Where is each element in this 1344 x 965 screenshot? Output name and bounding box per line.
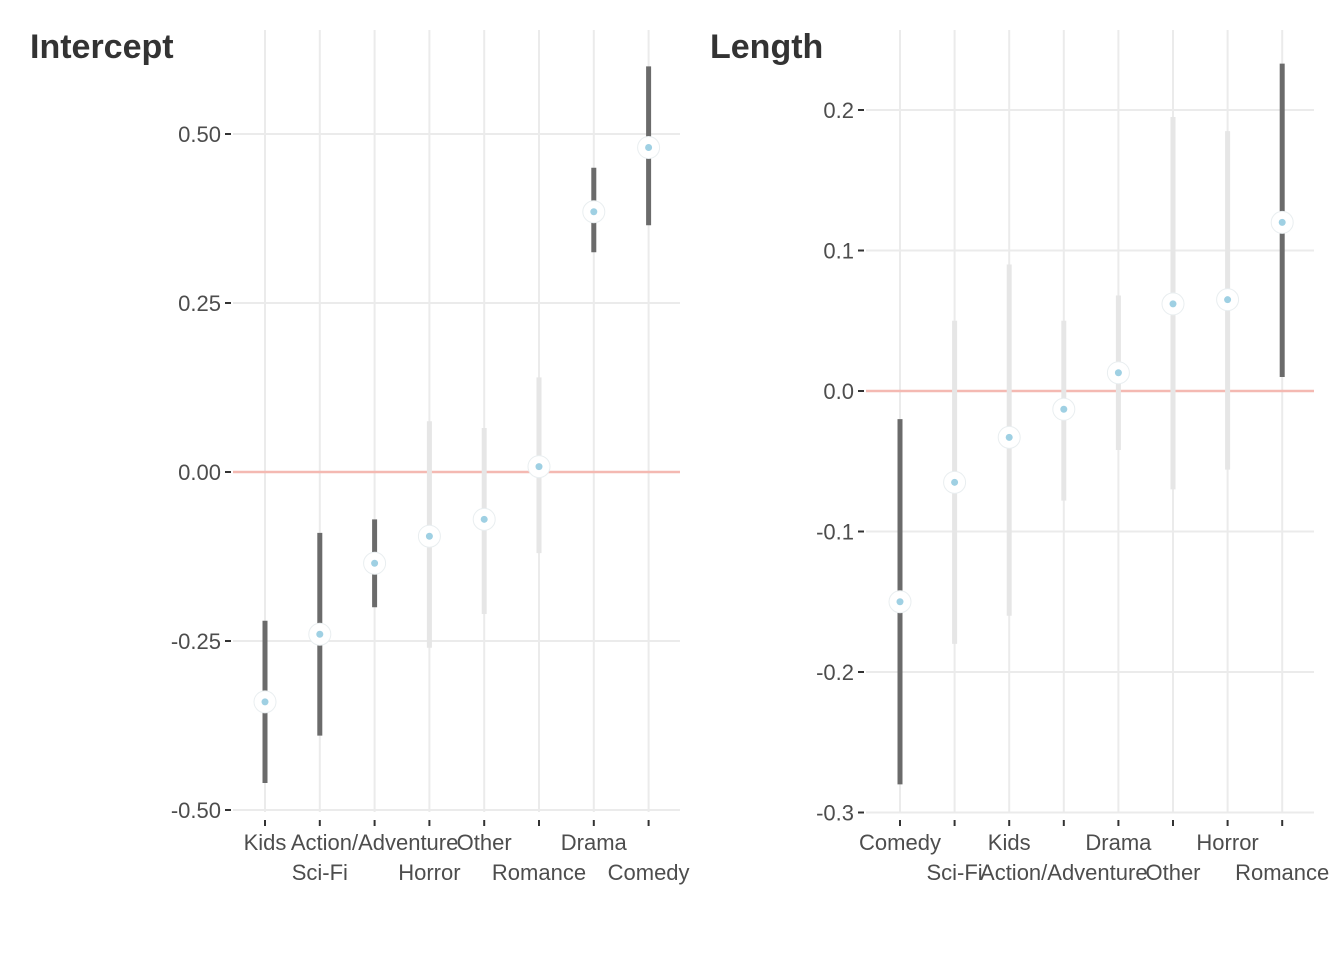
point-estimate <box>261 698 269 706</box>
point-estimate <box>1060 405 1068 413</box>
x-tick-label: Kids <box>988 830 1031 855</box>
x-tick-label: Comedy <box>608 860 690 885</box>
y-tick-label: -0.2 <box>816 660 854 685</box>
point-estimate <box>896 598 904 606</box>
y-tick-label: -0.3 <box>816 801 854 826</box>
point-estimate <box>1005 433 1013 441</box>
y-tick-label: 0.0 <box>823 379 854 404</box>
x-tick-label: Horror <box>1196 830 1258 855</box>
panel-title: Intercept <box>30 28 174 66</box>
x-tick-label: Drama <box>561 830 628 855</box>
point-estimate <box>1278 218 1286 226</box>
y-tick-label: 0.1 <box>823 239 854 264</box>
point-estimate <box>1224 296 1232 304</box>
x-tick-label: Comedy <box>859 830 941 855</box>
point-estimate <box>480 515 488 523</box>
y-tick-label: 0.00 <box>178 460 221 485</box>
point-estimate <box>425 532 433 540</box>
y-tick-label: -0.50 <box>171 798 221 823</box>
x-tick-label: Action/Adventure <box>291 830 459 855</box>
x-tick-label: Kids <box>244 830 287 855</box>
y-tick-label: 0.50 <box>178 122 221 147</box>
x-tick-label: Sci-Fi <box>292 860 348 885</box>
point-estimate <box>371 559 379 567</box>
point-estimate <box>1114 369 1122 377</box>
point-estimate <box>645 144 653 152</box>
point-estimate <box>316 630 324 638</box>
point-estimate <box>590 208 598 216</box>
panel-title: Length <box>710 28 823 66</box>
x-tick-label: Action/Adventure <box>980 860 1148 885</box>
x-tick-label: Romance <box>492 860 586 885</box>
y-tick-label: 0.2 <box>823 98 854 123</box>
point-estimate <box>1169 300 1177 308</box>
x-tick-label: Sci-Fi <box>926 860 982 885</box>
x-tick-label: Horror <box>398 860 460 885</box>
x-tick-label: Drama <box>1085 830 1152 855</box>
y-tick-label: -0.1 <box>816 520 854 545</box>
x-tick-label: Romance <box>1235 860 1329 885</box>
y-tick-label: -0.25 <box>171 629 221 654</box>
point-estimate <box>951 478 959 486</box>
x-tick-label: Other <box>1145 860 1200 885</box>
point-estimate <box>535 463 543 471</box>
x-tick-label: Other <box>457 830 512 855</box>
y-tick-label: 0.25 <box>178 291 221 316</box>
